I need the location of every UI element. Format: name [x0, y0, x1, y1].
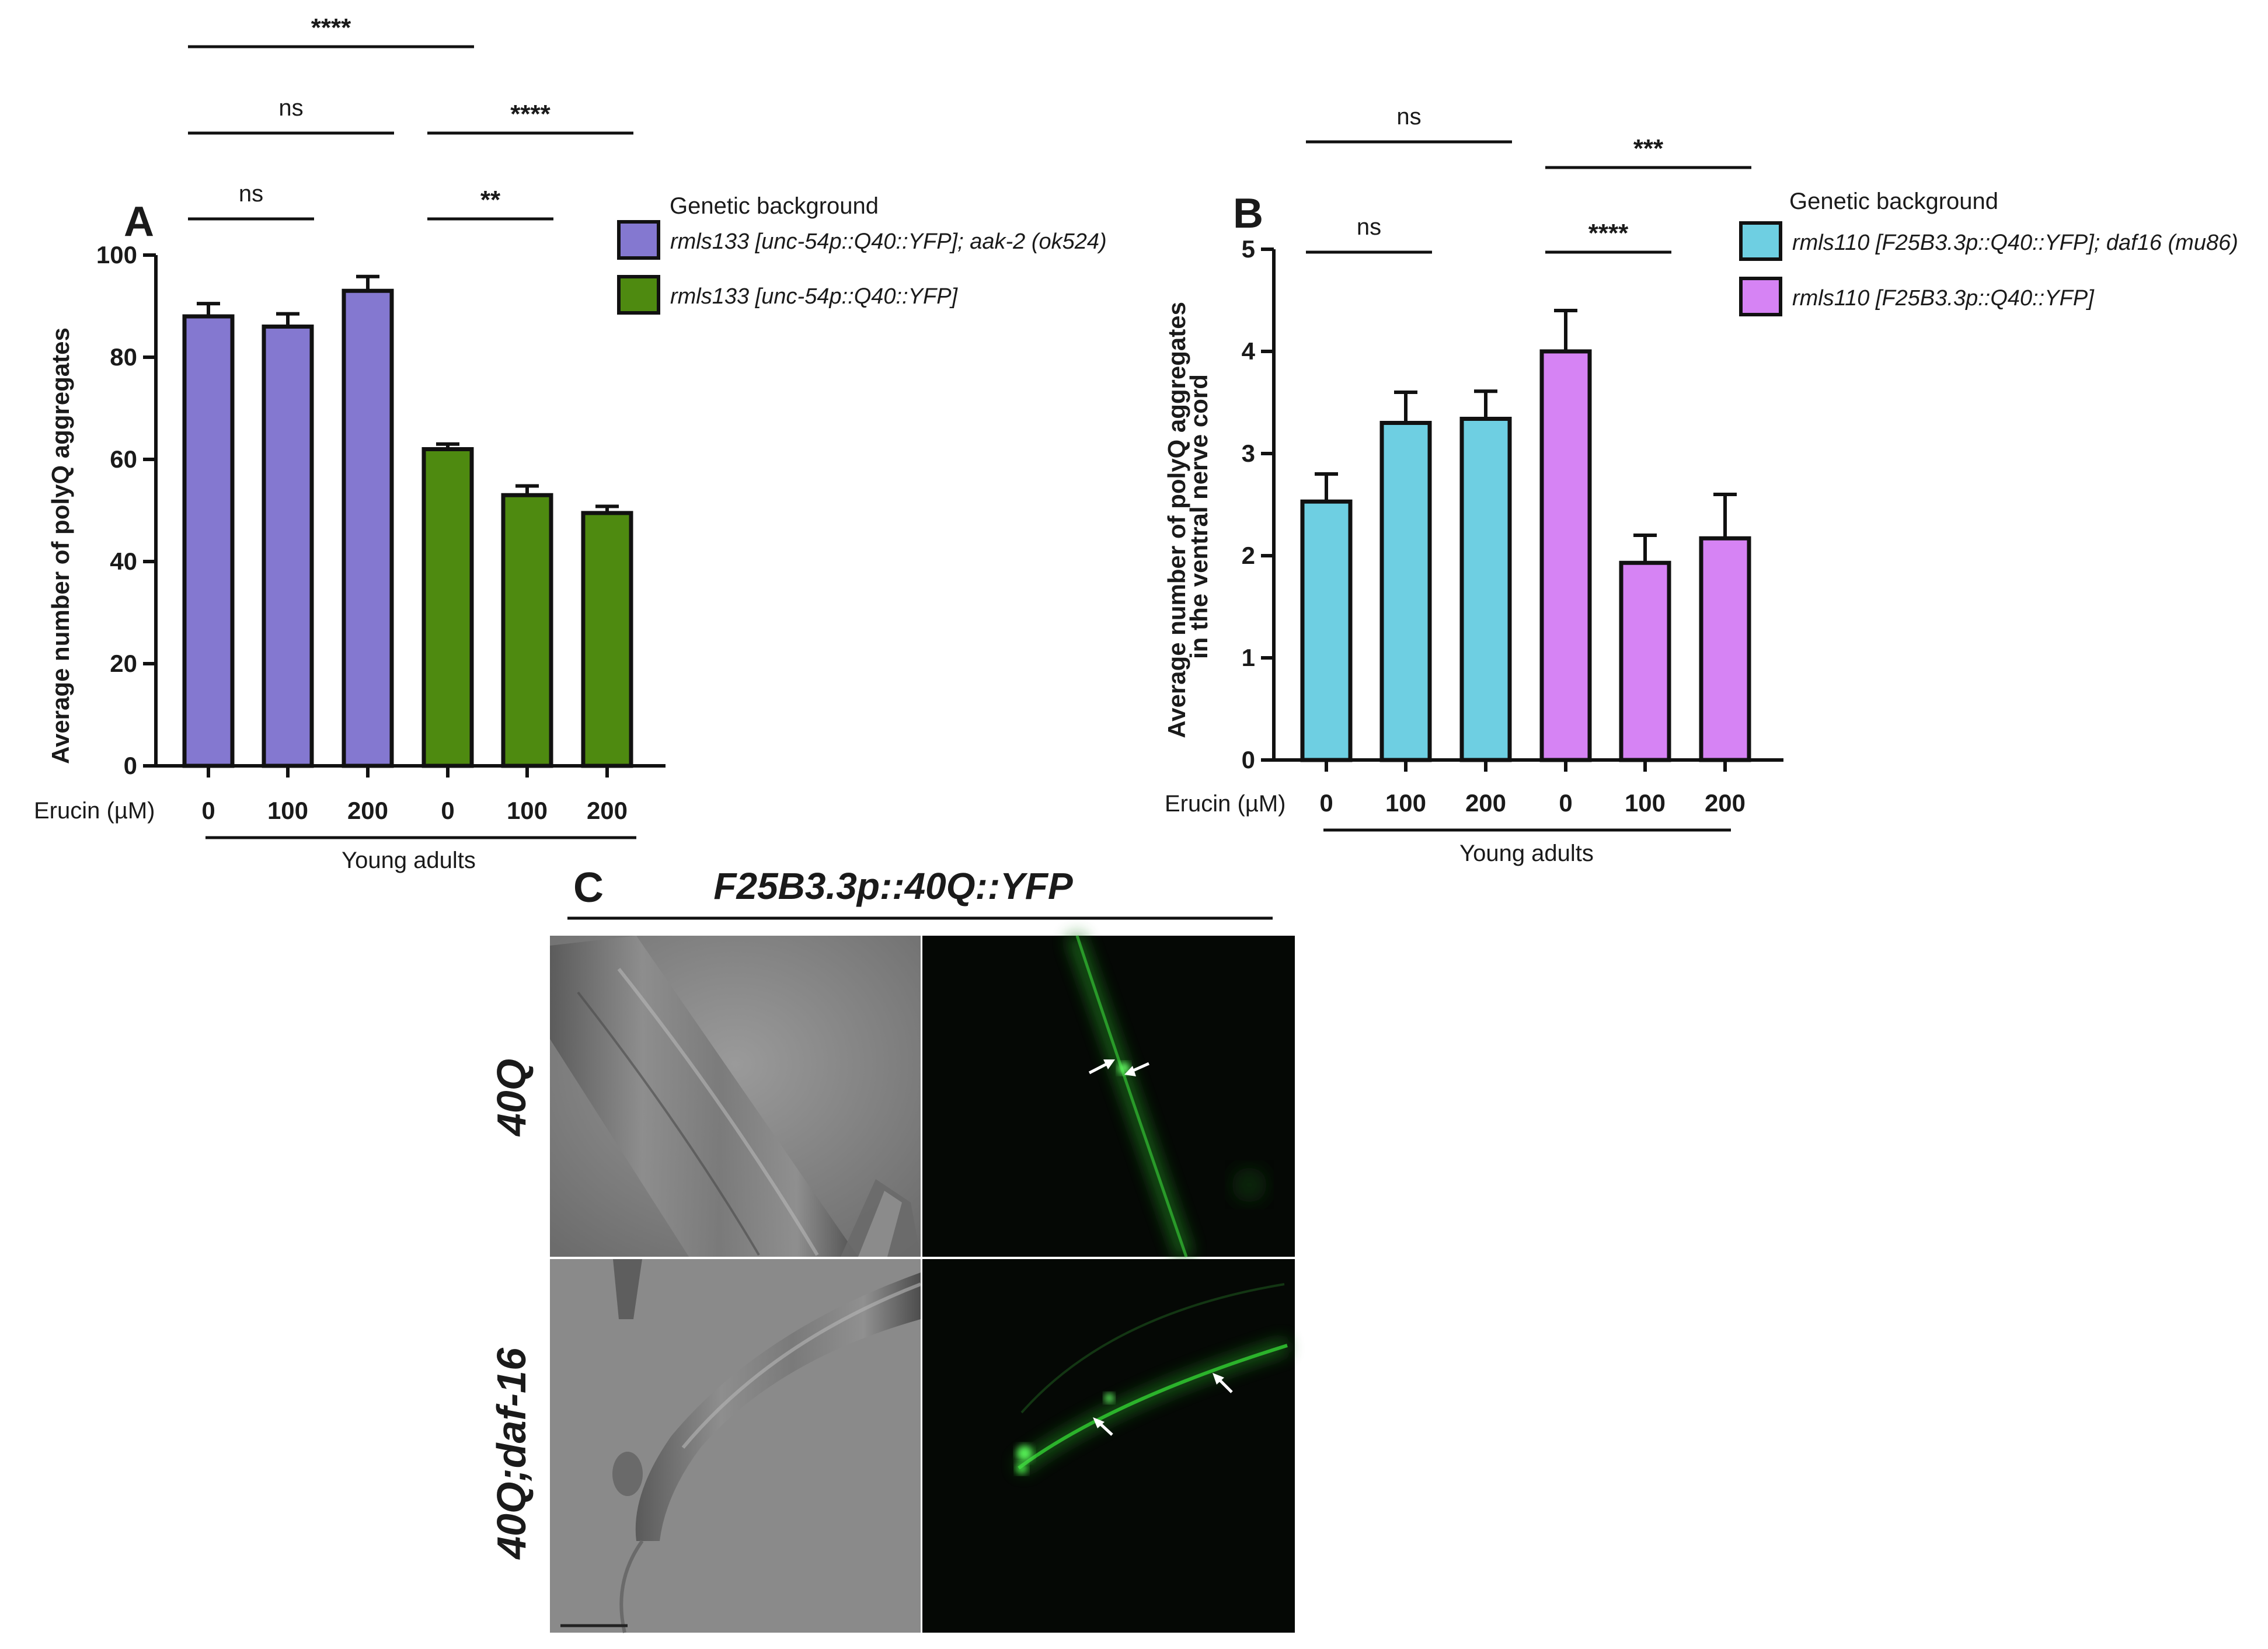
panel-b-bar: [1459, 417, 1512, 762]
panel-a-x-tick-label: 0: [441, 797, 454, 824]
panel-b-bar: [1699, 536, 1751, 762]
panel-a-x-tick-label: 200: [347, 797, 388, 824]
panel-c-label: C: [573, 864, 604, 911]
panel-a-x-axis-title: Erucin (µM): [34, 798, 155, 824]
panel-a-significance-label: ns: [278, 95, 303, 121]
panel-a-legend-title: Genetic background: [670, 193, 879, 219]
panel-a-y-tick-label: 60: [110, 445, 137, 473]
panel-b-y-tick-label: 2: [1242, 542, 1255, 569]
panel-a-bar: [581, 511, 633, 768]
panel-a-y-tick-label: 0: [124, 752, 137, 779]
panel-a-significance-label: ****: [311, 13, 351, 42]
panel-b-x-tick-label: 0: [1319, 789, 1333, 817]
panel-b-legend-label: rmls110 [F25B3.3p::Q40::YFP]: [1792, 286, 2095, 311]
panel-a-bar: [421, 447, 474, 768]
micrograph-dic-40q: [550, 936, 921, 1257]
panel-a-legend-label: rmls133 [unc-54p::Q40::YFP]: [670, 284, 959, 309]
panel-b-x-tick-label: 100: [1385, 789, 1426, 817]
panel-c-row-label-40q-daf16: 40Q;daf-16: [489, 1347, 534, 1560]
panel-b-y-tick-label: 3: [1242, 440, 1255, 467]
panel-b-x-tick-labels: 0 100 200 0 100 200: [1319, 760, 1746, 817]
panel-a-legend: rmls133 [unc-54p::Q40::YFP]; aak-2 (ok52…: [617, 220, 1107, 315]
panel-b-x-tick-label: 200: [1705, 789, 1746, 817]
panel-a-x-tick-label: 100: [507, 797, 548, 824]
panel-b-y-tick-label: 0: [1242, 746, 1255, 773]
panel-b-bar: [1619, 560, 1671, 762]
panel-c-title: F25B3.3p::40Q::YFP: [713, 865, 1073, 907]
panel-b-x-tick-label: 200: [1465, 789, 1506, 817]
panel-b-significance-label: ns: [1357, 214, 1381, 240]
panel-a-x-tick-labels: 0 100 200 0 100 200: [201, 766, 628, 824]
panel-a-significance-label: ns: [239, 181, 263, 207]
panel-a-bar: [262, 325, 314, 768]
aggregate-arrow-icon: [1093, 1417, 1113, 1436]
panel-b-legend-label: rmls110 [F25B3.3p::Q40::YFP]; daf16 (mu8…: [1792, 231, 2238, 255]
panel-a-bar: [182, 314, 235, 768]
panel-a-legend-swatch: [617, 220, 660, 260]
panel-a-bar: [501, 493, 553, 768]
panel-b-x-tick-label: 100: [1625, 789, 1666, 817]
micrograph-yfp-40q-daf16: [922, 1259, 1295, 1633]
panel-a-significance-label: ****: [510, 100, 551, 128]
panel-b-bar: [1539, 349, 1592, 762]
panel-a-x-tick-label: 100: [267, 797, 308, 824]
aggregate-arrow-icon: [1213, 1373, 1233, 1393]
aggregate-arrow-icon: [1088, 1059, 1115, 1075]
panel-a-y-ticks: 0 20 40 60 80 100: [96, 241, 156, 779]
panel-a-label: A: [124, 198, 154, 245]
panel-b-y-tick-label: 5: [1242, 235, 1255, 263]
panel-b-legend: rmls110 [F25B3.3p::Q40::YFP]; daf16 (mu8…: [1739, 221, 2238, 316]
panel-b-bar: [1379, 421, 1432, 762]
panel-a-bar: [342, 288, 394, 768]
panel-a-y-tick-label: 80: [110, 343, 137, 371]
panel-b-y-axis-title-line-1: Average number of polyQ aggregates: [1163, 302, 1190, 738]
panel-a-legend-label: rmls133 [unc-54p::Q40::YFP]; aak-2 (ok52…: [670, 229, 1107, 254]
micrograph-yfp-40q: [922, 933, 1295, 1260]
panel-a-y-tick-label: 20: [110, 650, 137, 677]
panel-a-legend-swatch: [617, 275, 660, 315]
panel-c-row-label-40q: 40Q: [489, 1059, 534, 1137]
panel-b-legend-swatch: [1739, 277, 1782, 316]
panel-a-error-bars: [197, 274, 619, 513]
panel-b-y-axis-title: Average number of polyQ aggregates in th…: [1163, 295, 1213, 738]
panel-b-x-axis-title: Erucin (µM): [1165, 791, 1286, 817]
panel-b-label: B: [1233, 190, 1263, 237]
panel-a-group-label: Young adults: [342, 848, 476, 873]
panel-a-y-tick-label: 40: [110, 548, 137, 575]
panel-b-y-tick-label: 4: [1242, 337, 1256, 365]
panel-a-x-tick-label: 200: [587, 797, 628, 824]
panel-b-x-tick-label: 0: [1559, 789, 1572, 817]
panel-b-bars: [1300, 349, 1751, 762]
panel-b-significance-label: ***: [1633, 134, 1664, 163]
panel-b-y-axis-title-line-2: in the ventral nerve cord: [1185, 374, 1213, 659]
panel-b-significance-label: ns: [1396, 104, 1421, 130]
panel-c-micrographs: C F25B3.3p::40Q::YFP 40Q 40Q;daf-16: [489, 864, 1295, 1633]
panel-b-group-label: Young adults: [1459, 841, 1594, 866]
panel-b-legend-title: Genetic background: [1789, 189, 1998, 214]
panel-b-error-bars: [1315, 309, 1737, 563]
panel-a-y-axis-title: Average number of polyQ aggregates: [47, 327, 74, 764]
panel-b-bar: [1300, 499, 1353, 762]
panel-a-y-tick-label: 100: [96, 241, 137, 269]
panel-b-y-ticks: 0 1 2 3 4 5: [1242, 235, 1274, 773]
panel-b-y-tick-label: 1: [1242, 644, 1255, 671]
panel-a-x-tick-label: 0: [201, 797, 215, 824]
micrograph-dic-40q-daf16: [550, 1259, 922, 1633]
panel-b-legend-swatch: [1739, 221, 1782, 261]
panel-a-significance-label: **: [480, 186, 501, 214]
panel-b-significance-label: ****: [1588, 219, 1629, 247]
aggregate-arrow-icon: [1124, 1062, 1150, 1076]
panel-a-bars: [182, 288, 633, 768]
